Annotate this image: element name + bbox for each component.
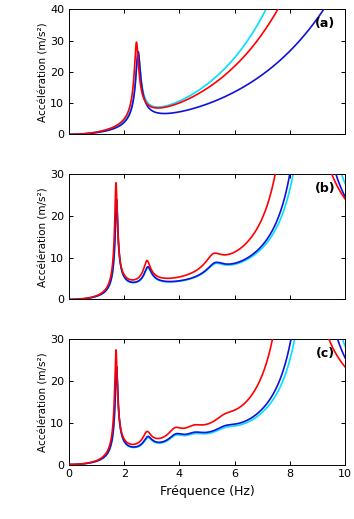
Text: (b): (b) [315,182,336,195]
Text: (a): (a) [315,17,336,30]
Text: (c): (c) [316,347,336,360]
Y-axis label: Accélération (m/s²): Accélération (m/s²) [39,22,48,121]
Y-axis label: Accélération (m/s²): Accélération (m/s²) [39,352,48,452]
Y-axis label: Accélération (m/s²): Accélération (m/s²) [39,187,48,286]
X-axis label: Fréquence (Hz): Fréquence (Hz) [160,485,255,498]
